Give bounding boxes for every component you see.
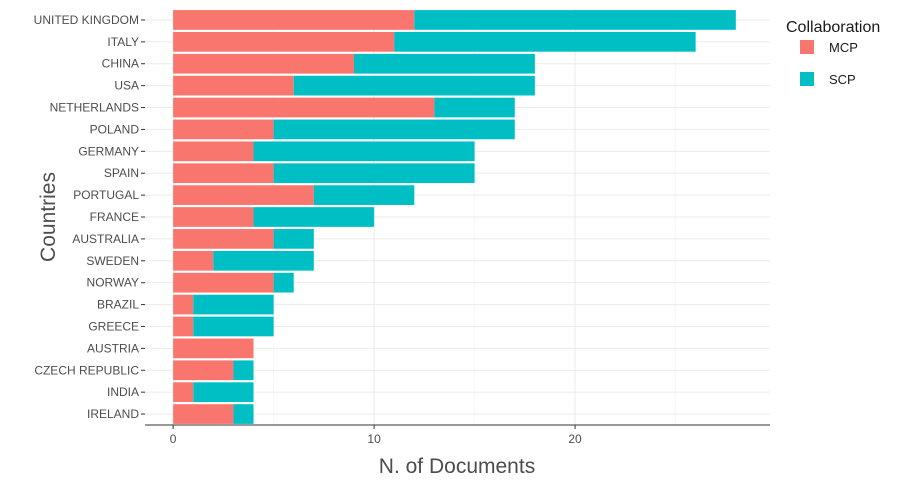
bar-segment-scp	[273, 272, 294, 293]
bar-segment-mcp	[173, 294, 194, 315]
bar-segment-scp	[273, 119, 515, 140]
y-axis-title: Countries	[37, 172, 60, 262]
y-tick-label: IRELAND	[87, 407, 139, 421]
bar-segment-mcp	[173, 250, 214, 271]
bar-segment-scp	[193, 316, 274, 337]
y-tick-label: AUSTRALIA	[72, 232, 139, 246]
bar-segment-scp	[394, 31, 696, 52]
y-tick-label: ITALY	[107, 35, 139, 49]
y-tick-label: AUSTRIA	[87, 341, 139, 355]
y-tick-label: CHINA	[102, 57, 139, 71]
y-tick-label: GREECE	[88, 319, 139, 333]
bar-segment-scp	[233, 404, 254, 424]
bar-segment-scp	[273, 163, 475, 184]
y-tick-label: BRAZIL	[97, 298, 139, 312]
y-tick-label: NORWAY	[87, 276, 139, 290]
y-tick-label: POLAND	[90, 122, 140, 136]
bar-segment-mcp	[173, 10, 415, 30]
bar-segment-scp	[193, 294, 274, 315]
bar-segment-mcp	[173, 404, 234, 424]
y-tick-labels: UNITED KINGDOM ITALY CHINA USA NETHERLANDS PO…	[34, 13, 140, 421]
bar-segment-scp	[233, 360, 254, 381]
axes	[141, 19, 770, 429]
x-axis-title: N. of Documents	[379, 455, 535, 478]
bar-segment-scp	[253, 141, 475, 162]
bar-segment-scp	[354, 53, 535, 74]
bar-segment-mcp	[173, 185, 314, 205]
legend-swatch-mcp	[800, 40, 814, 54]
y-tick-label: INDIA	[107, 385, 139, 399]
bar-segment-scp	[193, 382, 254, 403]
bar-segment-mcp	[173, 229, 274, 249]
x-tick-labels: 0 10 20	[170, 432, 582, 446]
y-tick-label: USA	[114, 79, 139, 93]
y-tick-label: FRANCE	[90, 210, 139, 224]
bar-segment-mcp	[173, 97, 435, 118]
bars	[173, 10, 736, 424]
bar-segment-scp	[293, 75, 535, 96]
bar-segment-mcp	[173, 207, 254, 227]
bar-segment-mcp	[173, 75, 294, 96]
bar-segment-mcp	[173, 338, 254, 359]
bar-segment-mcp	[173, 53, 355, 74]
bar-segment-mcp	[173, 382, 194, 403]
x-tick-label: 0	[170, 432, 177, 446]
legend-label-scp: SCP	[829, 72, 856, 87]
bar-segment-scp	[253, 207, 375, 227]
y-tick-label: SPAIN	[104, 166, 139, 180]
legend: Collaboration MCP SCP	[786, 19, 880, 87]
legend-title: Collaboration	[786, 19, 880, 36]
bar-segment-mcp	[173, 163, 274, 184]
bar-segment-scp	[273, 229, 314, 249]
legend-swatch-scp	[800, 72, 814, 86]
y-tick-label: NETHERLANDS	[50, 101, 139, 115]
bar-segment-scp	[313, 185, 415, 205]
bar-segment-mcp	[173, 31, 395, 52]
y-tick-label: GERMANY	[78, 144, 139, 158]
bar-segment-mcp	[173, 272, 274, 293]
bar-segment-scp	[213, 250, 314, 271]
bar-segment-scp	[434, 97, 515, 118]
y-tick-label: SWEDEN	[86, 254, 139, 268]
y-tick-label: PORTUGAL	[73, 188, 139, 202]
bar-segment-mcp	[173, 141, 254, 162]
bar-segment-mcp	[173, 360, 234, 381]
bar-segment-mcp	[173, 119, 274, 140]
x-tick-label: 10	[367, 432, 381, 446]
bar-segment-mcp	[173, 316, 194, 337]
y-tick-label: CZECH REPUBLIC	[34, 363, 139, 377]
y-tick-label: UNITED KINGDOM	[34, 13, 139, 27]
legend-label-mcp: MCP	[829, 40, 858, 55]
x-tick-label: 20	[568, 432, 582, 446]
bar-segment-scp	[414, 10, 736, 30]
